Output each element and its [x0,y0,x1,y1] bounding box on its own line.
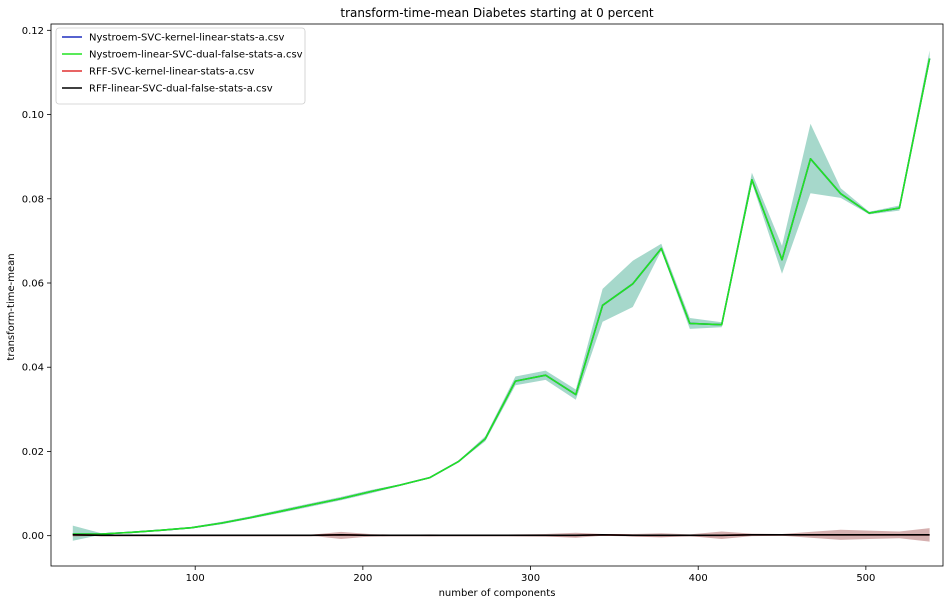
x-tick-label: 300 [521,573,540,584]
x-tick-label: 400 [689,573,708,584]
y-tick-label: 0.08 [22,194,44,205]
chart-title: transform-time-mean Diabetes starting at… [340,6,653,20]
x-tick-label: 100 [186,573,205,584]
plot-frame [50,23,944,567]
y-tick-label: 0.12 [22,26,44,37]
legend: Nystroem-SVC-kernel-linear-stats-a.csv Ny… [55,27,306,105]
y-tick-label: 0.04 [22,363,44,374]
legend-entry-4: RFF-linear-SVC-dual-false-stats-a.csv [89,84,273,95]
x-axis-label: number of components [439,588,556,599]
y-tick-label: 0.06 [22,278,44,289]
y-tick-label: 0.10 [22,110,44,121]
x-tick-label: 200 [353,573,372,584]
plot-area [50,23,944,567]
legend-frame [55,27,306,105]
y-axis-label: transform-time-mean [6,253,17,360]
legend-entry-2: Nystroem-linear-SVC-dual-false-stats-a.c… [89,50,303,61]
y-axis: 0.00 0.02 0.04 0.06 0.08 0.10 0.12 [22,26,51,542]
series-line-2 [72,58,931,535]
series-lines [72,58,931,537]
x-tick-label: 500 [856,573,875,584]
series-line-4 [72,533,930,537]
legend-entry-3: RFF-SVC-kernel-linear-stats-a.csv [89,67,255,78]
legend-entry-1: Nystroem-SVC-kernel-linear-stats-a.csv [89,33,284,44]
y-tick-label: 0.02 [22,447,44,458]
y-tick-label: 0.00 [22,531,44,542]
x-axis: 100 200 300 400 500 [186,566,875,584]
